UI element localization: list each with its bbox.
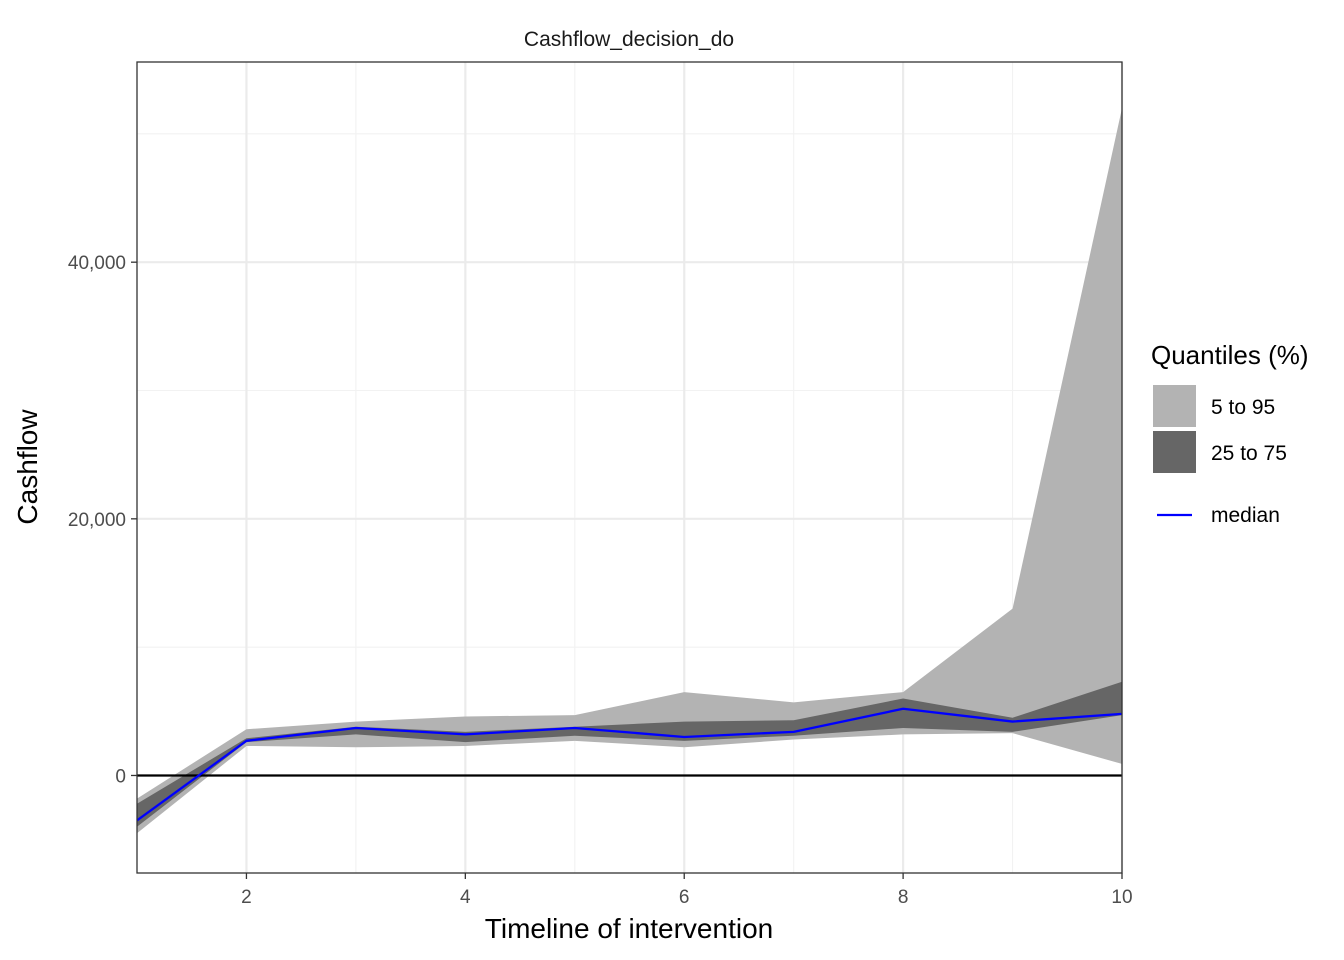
minor-grid [137,62,1122,873]
quantile-bands [137,108,1122,834]
legend-key-5-95 [1153,385,1196,427]
x-tick-label: 2 [241,887,252,908]
legend-label-5-95: 5 to 95 [1211,396,1275,419]
legend-key-25-75 [1153,431,1196,473]
x-tick-label: 8 [898,887,909,908]
plot-background [137,62,1122,873]
y-tick-label: 0 [115,766,126,787]
legend: Quantiles (%) 5 to 95 25 to 75 median [1151,340,1309,527]
x-tick-label: 6 [679,887,690,908]
y-tick-label: 20,000 [68,510,126,531]
y-axis: 0 20,000 40,000 [68,253,137,787]
x-axis: 2 4 6 8 10 [241,873,1133,908]
legend-title: Quantiles (%) [1151,340,1309,370]
y-axis-title: Cashflow [12,409,43,525]
x-tick-label: 10 [1111,887,1132,908]
x-tick-label: 4 [460,887,471,908]
chart-title: Cashflow_decision_do [524,28,734,51]
y-tick-label: 40,000 [68,253,126,274]
legend-label-median: median [1211,504,1280,527]
legend-label-25-75: 25 to 75 [1211,442,1287,465]
x-axis-title: Timeline of intervention [485,913,773,944]
plot-border [136,61,1123,874]
median-line [136,707,1123,822]
band-25-to-75 [137,681,1122,827]
